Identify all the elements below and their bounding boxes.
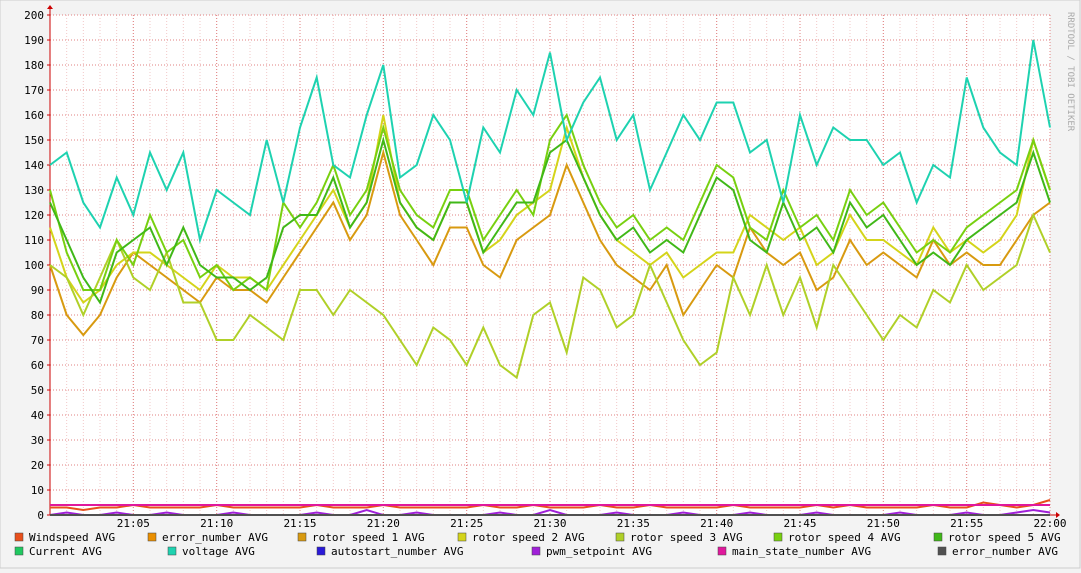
legend-swatch	[316, 546, 326, 556]
x-tick-label: 21:50	[867, 517, 900, 530]
y-tick-label: 150	[24, 134, 44, 147]
watermark: RRDTOOL / TOBI OETIKER	[1065, 12, 1075, 132]
x-tick-label: 21:15	[283, 517, 316, 530]
legend-swatch	[531, 546, 541, 556]
y-tick-label: 10	[31, 484, 44, 497]
y-tick-label: 30	[31, 434, 44, 447]
x-tick-label: 22:00	[1033, 517, 1066, 530]
legend-swatch	[457, 532, 467, 542]
legend-label: rotor speed 2 AVG	[472, 531, 585, 544]
y-tick-label: 160	[24, 109, 44, 122]
legend-swatch	[615, 532, 625, 542]
series-line	[49, 136, 1051, 305]
legend-swatch	[933, 532, 943, 542]
series-line	[49, 112, 1051, 292]
y-tick-label: 120	[24, 209, 44, 222]
legend-label: error_number AVG	[162, 531, 268, 544]
legend-swatch	[717, 546, 727, 556]
x-tick-label: 21:25	[450, 517, 483, 530]
legend-label: autostart_number AVG	[331, 545, 463, 558]
y-tick-label: 70	[31, 334, 44, 347]
y-tick-label: 40	[31, 409, 44, 422]
legend-label: rotor speed 5 AVG	[948, 531, 1061, 544]
y-tick-label: 80	[31, 309, 44, 322]
y-tick-label: 140	[24, 159, 44, 172]
legend-swatch	[937, 546, 947, 556]
legend-swatch	[14, 546, 24, 556]
legend-label: error_number AVG	[952, 545, 1058, 558]
x-tick-label: 21:05	[117, 517, 150, 530]
y-tick-label: 180	[24, 59, 44, 72]
y-tick-label: 110	[24, 234, 44, 247]
legend-label: rotor speed 1 AVG	[312, 531, 425, 544]
legend-label: Windspeed AVG	[29, 531, 115, 544]
axis-arrow	[47, 5, 53, 9]
legend-label: rotor speed 3 AVG	[630, 531, 743, 544]
series-line	[49, 39, 1051, 244]
y-tick-label: 130	[24, 184, 44, 197]
legend-swatch	[297, 532, 307, 542]
y-tick-label: 0	[37, 509, 44, 522]
y-tick-label: 190	[24, 34, 44, 47]
legend-swatch	[167, 546, 177, 556]
legend-label: Current AVG	[29, 545, 102, 558]
x-tick-label: 21:10	[200, 517, 233, 530]
x-tick-label: 21:55	[950, 517, 983, 530]
y-tick-label: 90	[31, 284, 44, 297]
x-tick-label: 21:35	[617, 517, 650, 530]
y-tick-label: 200	[24, 9, 44, 22]
legend-label: rotor speed 4 AVG	[788, 531, 901, 544]
legend-label: pwm_setpoint AVG	[546, 545, 652, 558]
y-tick-label: 170	[24, 84, 44, 97]
x-tick-label: 21:45	[783, 517, 816, 530]
y-tick-label: 100	[24, 259, 44, 272]
legend-label: voltage AVG	[182, 545, 255, 558]
axis-arrow	[1056, 512, 1060, 518]
legend-label: main_state_number AVG	[732, 545, 871, 558]
x-tick-label: 21:40	[700, 517, 733, 530]
y-tick-label: 60	[31, 359, 44, 372]
x-tick-label: 21:20	[367, 517, 400, 530]
y-tick-label: 50	[31, 384, 44, 397]
series-line	[49, 212, 1051, 380]
x-tick-label: 21:30	[533, 517, 566, 530]
legend-swatch	[147, 532, 157, 542]
y-tick-label: 20	[31, 459, 44, 472]
legend-swatch	[14, 532, 24, 542]
legend-swatch	[773, 532, 783, 542]
